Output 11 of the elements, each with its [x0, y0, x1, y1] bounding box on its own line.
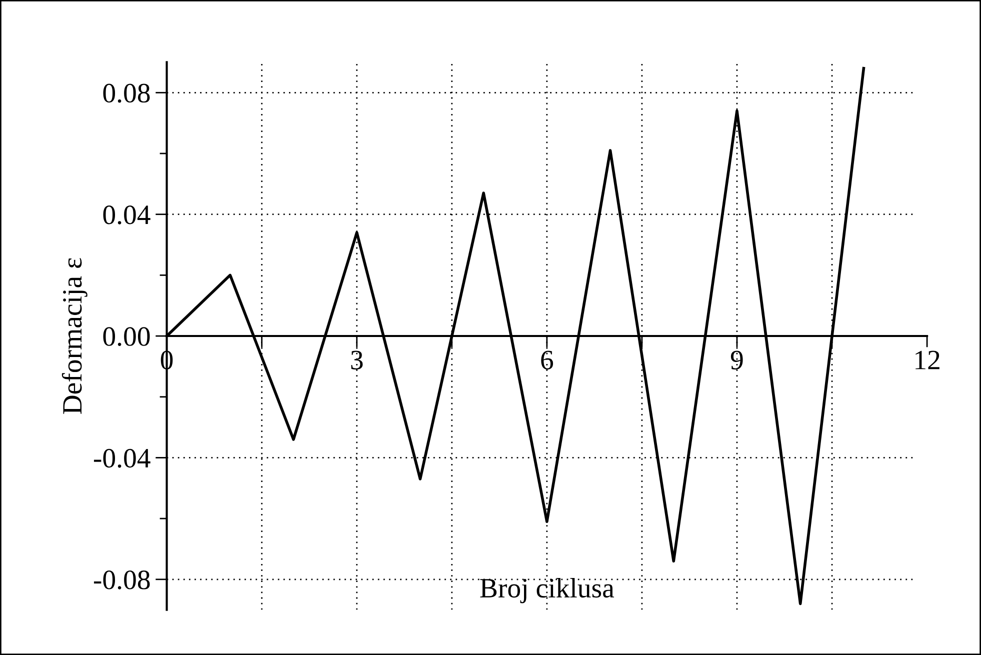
x-tick-label: 12 [916, 350, 940, 370]
x-tick-label: 9 [730, 350, 743, 370]
y-tick-label: -0.08 [94, 570, 150, 590]
y-tick-label: 0.04 [103, 205, 150, 224]
y-tick-label: 0.00 [103, 327, 150, 346]
x-tick-label: 3 [351, 350, 363, 370]
x-axis-title: Broj ciklusa [480, 578, 614, 604]
y-axis-title: Deformacija ε [62, 258, 88, 414]
x-tick-label: 6 [541, 350, 554, 370]
y-tick-label: 0.08 [103, 84, 150, 103]
y-tick-label: -0.04 [94, 448, 150, 468]
